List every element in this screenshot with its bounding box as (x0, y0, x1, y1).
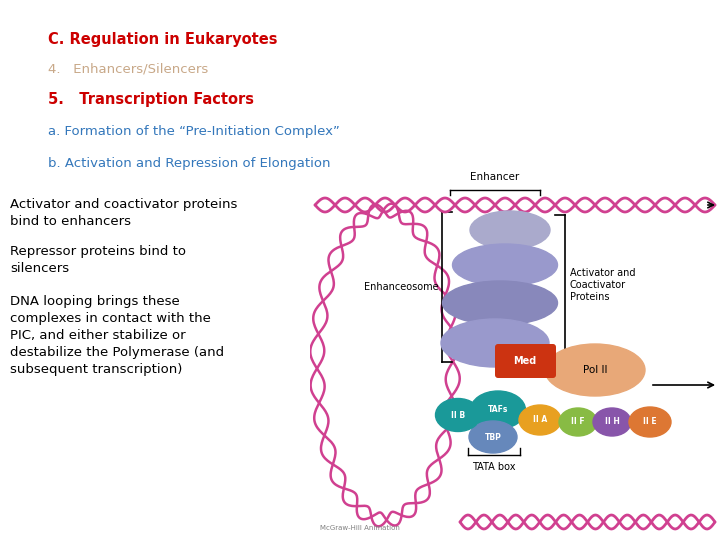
FancyBboxPatch shape (495, 344, 556, 378)
Text: Enhancer: Enhancer (470, 172, 520, 182)
Text: II F: II F (571, 417, 585, 427)
Ellipse shape (559, 408, 597, 436)
Ellipse shape (519, 405, 561, 435)
Ellipse shape (452, 244, 557, 286)
Text: Med: Med (513, 356, 536, 366)
Text: TATA box: TATA box (472, 462, 516, 472)
Text: a. Formation of the “Pre-Initiation Complex”: a. Formation of the “Pre-Initiation Comp… (48, 125, 340, 138)
Ellipse shape (470, 391, 526, 429)
Ellipse shape (545, 344, 645, 396)
Text: Pol II: Pol II (582, 365, 607, 375)
Text: TAFs: TAFs (488, 406, 508, 415)
Ellipse shape (436, 399, 480, 431)
Text: 5.   Transcription Factors: 5. Transcription Factors (48, 92, 254, 107)
Text: DNA looping brings these
complexes in contact with the
PIC, and either stabilize: DNA looping brings these complexes in co… (10, 295, 224, 376)
Text: McGraw-Hill Animation: McGraw-Hill Animation (320, 525, 400, 531)
Ellipse shape (443, 281, 557, 325)
Text: 4.   Enhancers/Silencers: 4. Enhancers/Silencers (48, 62, 208, 75)
Ellipse shape (469, 421, 517, 453)
Text: b. Activation and Repression of Elongation: b. Activation and Repression of Elongati… (48, 157, 330, 170)
Ellipse shape (629, 407, 671, 437)
Ellipse shape (470, 211, 550, 249)
Text: TBP: TBP (485, 433, 501, 442)
Text: II E: II E (643, 417, 657, 427)
Ellipse shape (441, 319, 549, 367)
Text: C. Regulation in Eukaryotes: C. Regulation in Eukaryotes (48, 32, 277, 47)
Text: Enhanceosome: Enhanceosome (364, 282, 439, 292)
Text: Repressor proteins bind to
silencers: Repressor proteins bind to silencers (10, 245, 186, 275)
Text: Activator and
Coactivator
Proteins: Activator and Coactivator Proteins (570, 268, 636, 302)
Text: II A: II A (533, 415, 547, 424)
Text: II B: II B (451, 410, 465, 420)
Text: II H: II H (605, 417, 619, 427)
Ellipse shape (593, 408, 631, 436)
Text: Activator and coactivator proteins
bind to enhancers: Activator and coactivator proteins bind … (10, 198, 238, 228)
